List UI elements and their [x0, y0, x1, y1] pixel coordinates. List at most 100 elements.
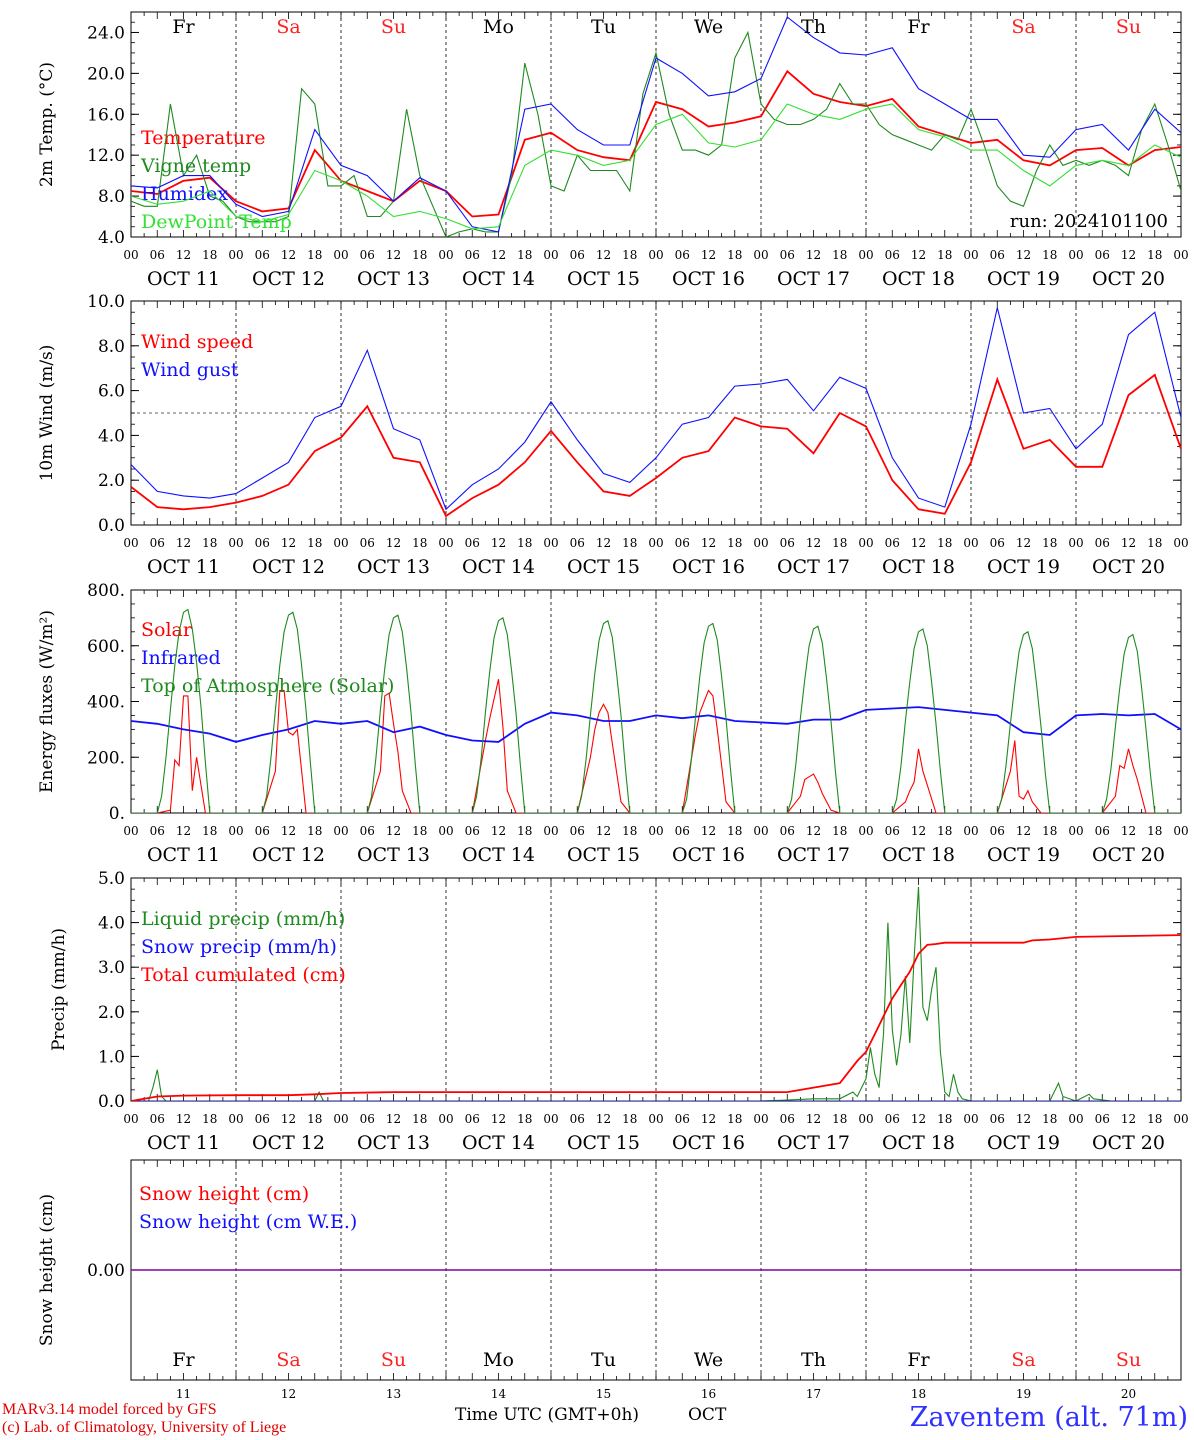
- legend-entry-2: Wind gust: [141, 359, 239, 381]
- series-line-1: [131, 69, 1181, 218]
- day-date-label: OCT 11: [147, 1132, 220, 1154]
- hour-label: 18: [727, 248, 742, 262]
- day-date-label: OCT 17: [777, 1132, 850, 1154]
- y-tick-label: 5.0: [98, 869, 125, 889]
- panel-4: 0.0 1.0 2.0 3.0 4.0 5.0 Precip (mm/h) Liquid pr…: [49, 869, 1189, 1154]
- hour-label: 00: [648, 1112, 663, 1126]
- hour-label: 18: [412, 536, 427, 550]
- hour-label: 18: [1147, 248, 1162, 262]
- hour-label: 00: [858, 1112, 873, 1126]
- hour-label: 12: [176, 824, 191, 838]
- day-date-label: OCT 18: [882, 844, 955, 866]
- hour-label: 18: [622, 824, 637, 838]
- day-number-label: 18: [911, 1387, 926, 1401]
- series-line-2: [131, 307, 1181, 511]
- day-date-label: OCT 14: [462, 556, 535, 578]
- hour-label: 00: [333, 1112, 348, 1126]
- day-date-label: OCT 14: [462, 844, 535, 866]
- y-tick-label: 0.0: [98, 516, 125, 536]
- hour-label: 06: [570, 248, 585, 262]
- y-tick-label: 4.0: [98, 228, 125, 248]
- legend-entry-2: Vigne temp: [140, 155, 251, 177]
- hour-label: 00: [333, 824, 348, 838]
- credit-line-2: (c) Lab. of Climatology, University of L…: [2, 1419, 287, 1436]
- hour-label: 18: [832, 248, 847, 262]
- day-date-label: OCT 12: [252, 556, 325, 578]
- hour-label: 12: [806, 824, 821, 838]
- hour-label: 00: [543, 536, 558, 550]
- y-tick-label: 200.: [87, 748, 125, 768]
- hour-label: 18: [937, 1112, 952, 1126]
- day-number-label: 12: [281, 1387, 296, 1401]
- hour-label: 12: [386, 824, 401, 838]
- hour-label: 18: [1042, 248, 1057, 262]
- day-date-label: OCT 18: [882, 556, 955, 578]
- day-date-label: OCT 17: [777, 556, 850, 578]
- hour-label: 06: [255, 824, 270, 838]
- hour-label: 06: [675, 1112, 690, 1126]
- hour-label: 06: [465, 536, 480, 550]
- hour-label: 18: [412, 824, 427, 838]
- hour-label: 00: [438, 824, 453, 838]
- weekday-label: Sa: [276, 1349, 300, 1371]
- y-tick-label: 8.0: [98, 187, 125, 207]
- hour-label: 18: [1042, 1112, 1057, 1126]
- hour-label: 06: [1095, 824, 1110, 838]
- day-date-label: OCT 12: [252, 268, 325, 290]
- run-label: run: 2024101100: [1010, 211, 1168, 232]
- weekday-label: Th: [801, 1349, 826, 1371]
- weekday-label: Fr: [172, 1349, 195, 1371]
- weekday-label: Mo: [483, 1349, 514, 1371]
- hour-label: 18: [307, 1112, 322, 1126]
- weekday-label: Sa: [1011, 16, 1035, 38]
- hour-label: 18: [307, 248, 322, 262]
- hour-label: 12: [911, 824, 926, 838]
- hour-label: 12: [1016, 824, 1031, 838]
- hour-label: 06: [780, 824, 795, 838]
- day-date-label: OCT 18: [882, 268, 955, 290]
- hour-label: 00: [228, 1112, 243, 1126]
- hour-label: 06: [465, 1112, 480, 1126]
- hour-label: 18: [307, 824, 322, 838]
- hour-label: 00: [123, 1112, 138, 1126]
- hour-label: 00: [963, 248, 978, 262]
- day-date-label: OCT 19: [987, 844, 1060, 866]
- hour-label: 12: [281, 248, 296, 262]
- hour-label: 06: [360, 248, 375, 262]
- hour-label: 12: [176, 1112, 191, 1126]
- hour-label: 06: [1095, 536, 1110, 550]
- y-tick-label: 2.0: [98, 1003, 125, 1023]
- day-date-label: OCT 15: [567, 268, 640, 290]
- hour-label: 18: [832, 536, 847, 550]
- hour-label: 12: [491, 248, 506, 262]
- hour-label: 00: [1068, 1112, 1083, 1126]
- hour-label: 00: [543, 248, 558, 262]
- hour-label: 06: [465, 248, 480, 262]
- hour-label: 00: [1068, 824, 1083, 838]
- hour-label: 18: [832, 1112, 847, 1126]
- day-date-label: OCT 16: [672, 844, 745, 866]
- hour-label: 12: [281, 824, 296, 838]
- y-tick-label: 24.0: [87, 23, 125, 43]
- hour-label: 12: [1121, 536, 1136, 550]
- hour-label: 00: [858, 824, 873, 838]
- series-line-3: [131, 608, 1181, 813]
- hour-label: 06: [150, 1112, 165, 1126]
- hour-label: 18: [307, 536, 322, 550]
- hour-label: 06: [885, 1112, 900, 1126]
- hour-label: 06: [990, 248, 1005, 262]
- hour-label: 00: [648, 248, 663, 262]
- day-date-label: OCT 11: [147, 844, 220, 866]
- day-number-label: 14: [491, 1387, 507, 1401]
- y-tick-label: 0.: [109, 804, 125, 824]
- hour-label: 12: [491, 824, 506, 838]
- legend-entry-2: Snow precip (mm/h): [141, 936, 337, 958]
- panel-1: 4.0 8.0 12.0 16.0 20.0 24.0 2m Temp. (°C) Tempe…: [37, 11, 1189, 290]
- hour-label: 00: [228, 248, 243, 262]
- day-date-label: OCT 17: [777, 268, 850, 290]
- day-date-label: OCT 13: [357, 556, 430, 578]
- legend-entry-1: Snow height (cm): [139, 1183, 309, 1205]
- hour-label: 18: [202, 824, 217, 838]
- hour-label: 12: [596, 536, 611, 550]
- hour-label: 00: [1173, 248, 1188, 262]
